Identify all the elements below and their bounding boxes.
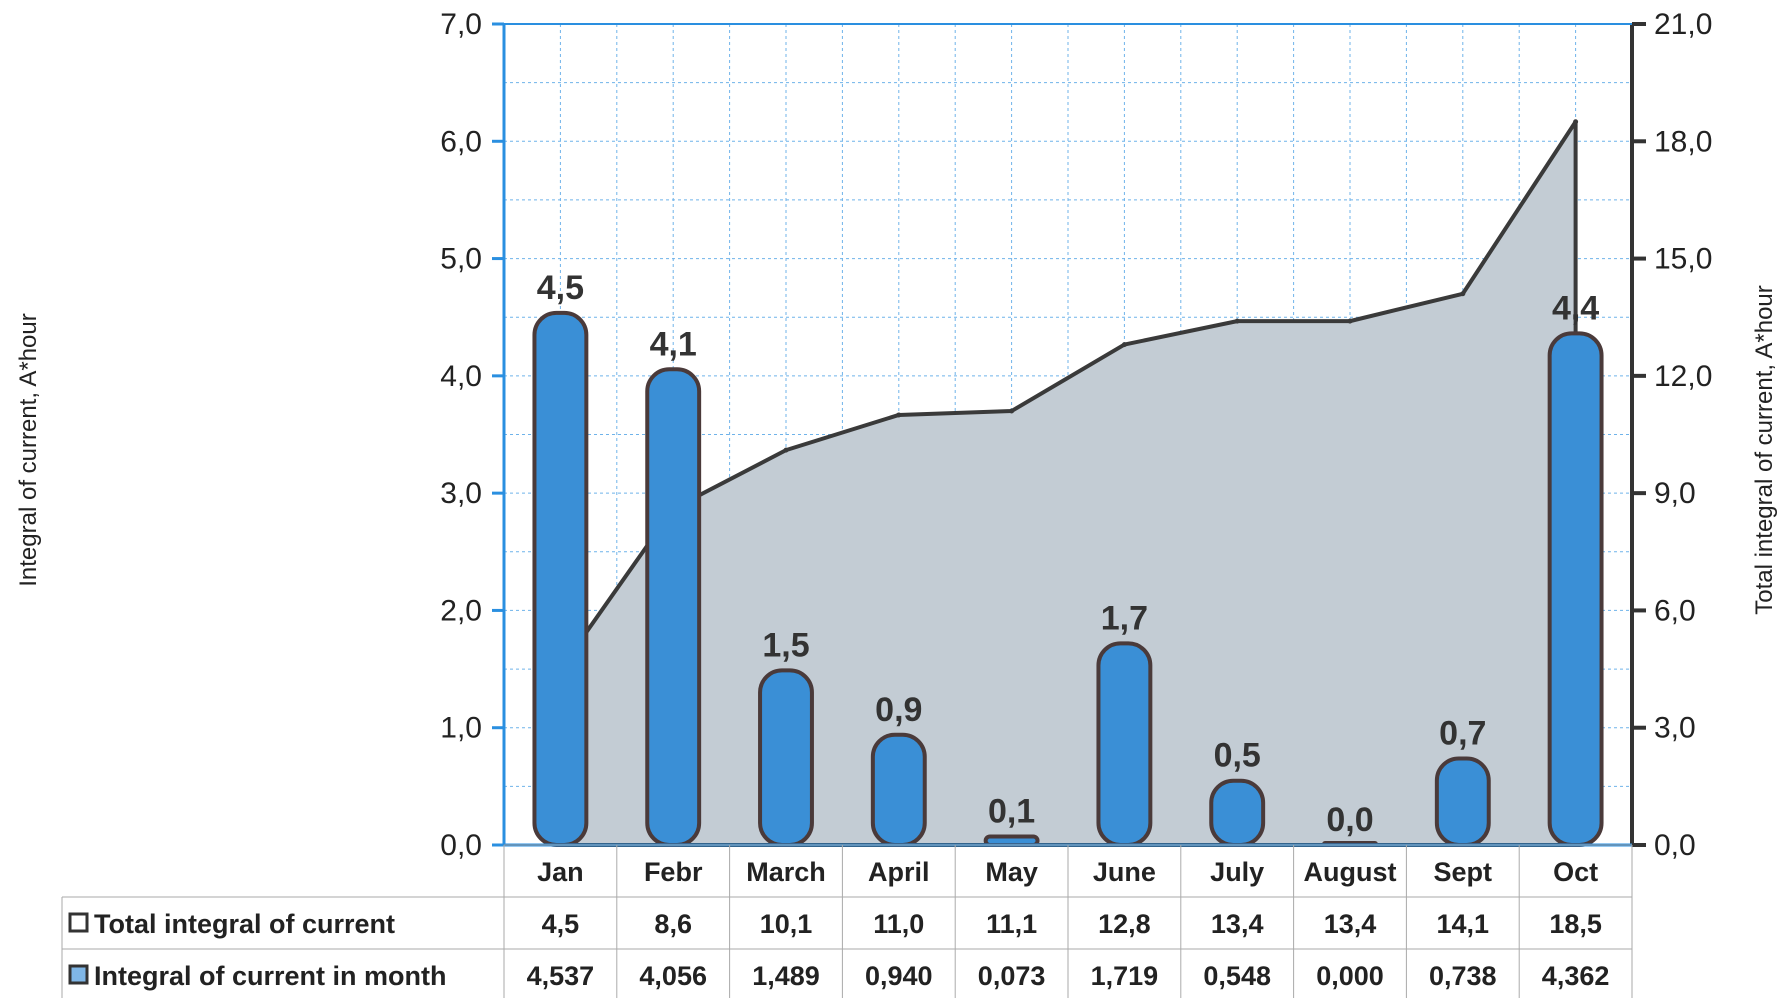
category-label: Oct xyxy=(1553,857,1598,887)
y-tick-label: 4,0 xyxy=(440,360,482,393)
table-cell-value: 10,1 xyxy=(760,909,813,939)
legend-swatch xyxy=(68,912,89,933)
bar-data-label: 0,7 xyxy=(1439,714,1486,752)
month-bar xyxy=(758,668,814,847)
table-cell-value: 1,489 xyxy=(752,961,820,991)
table-cell-value: 0,738 xyxy=(1429,961,1497,991)
table-cell-value: 4,056 xyxy=(639,961,707,991)
category-label: Febr xyxy=(644,857,703,887)
table-cell-value: 4,5 xyxy=(542,909,580,939)
y-tick-label: 5,0 xyxy=(440,243,482,276)
category-label: August xyxy=(1304,857,1397,887)
table-cell-value: 13,4 xyxy=(1324,909,1377,939)
y2-tick-label: 21,0 xyxy=(1654,8,1712,41)
y-tick-label: 3,0 xyxy=(440,477,482,510)
total-point xyxy=(1573,119,1579,125)
total-point xyxy=(1234,318,1240,324)
table-cell-value: 11,0 xyxy=(873,909,924,939)
bar-data-label: 0,1 xyxy=(988,792,1035,830)
month-bar xyxy=(870,732,927,847)
legend-series-name: Total integral of current xyxy=(94,909,395,939)
bar-data-label: 4,4 xyxy=(1552,289,1599,327)
table-cell-value: 0,940 xyxy=(865,961,933,991)
bar-data-label: 1,5 xyxy=(762,626,809,664)
total-point xyxy=(1460,291,1466,297)
category-label: Jan xyxy=(537,857,584,887)
bar-data-label: 0,5 xyxy=(1214,737,1261,775)
month-bar xyxy=(1209,778,1266,847)
month-bar xyxy=(532,310,589,848)
table-cell-value: 13,4 xyxy=(1211,909,1264,939)
table-cell-value: 0,000 xyxy=(1316,961,1384,991)
table-cell-value: 0,073 xyxy=(978,961,1046,991)
total-point xyxy=(896,412,902,418)
data-labels: 4,5 4,1 1,5 0,9 0,1 1,7 0,5 0,0 0,7 4,4 xyxy=(537,269,1600,839)
table-cell-value: 0,548 xyxy=(1203,961,1271,991)
month-bar xyxy=(1547,331,1604,847)
total-point xyxy=(1009,408,1015,414)
y-axis-title: Integral of current, A*hour xyxy=(15,313,42,587)
y2-tick-label: 0,0 xyxy=(1654,829,1696,862)
axes: 0,0 1,0 2,0 3,0 4,0 5,0 6,0 7,0 0,0 3,0 6,0 9,0 12,0… xyxy=(440,8,1712,862)
y-tick-label: 6,0 xyxy=(440,125,482,158)
data-table: Jan Febr March April May June July August Sept Oc… xyxy=(61,844,1633,998)
bar-data-label: 0,9 xyxy=(875,691,922,729)
y-tick-label: 2,0 xyxy=(440,594,482,627)
legend-series-name: Integral of current in month xyxy=(94,961,447,991)
y-tick-label: 7,0 xyxy=(440,8,482,41)
y2-axis-title: Total integral of current, A*hour xyxy=(1751,285,1778,615)
category-label: March xyxy=(746,857,826,887)
total-point xyxy=(1121,342,1127,348)
monthly-bars-layer xyxy=(532,310,1604,848)
legend-swatch xyxy=(68,964,89,985)
table-cell-value: 18,5 xyxy=(1549,909,1602,939)
table-cell-value: 8,6 xyxy=(654,909,692,939)
table-cell-value: 11,1 xyxy=(986,909,1037,939)
bar-data-label: 4,5 xyxy=(537,269,584,307)
month-bar xyxy=(1434,756,1491,847)
month-bar xyxy=(1096,641,1153,847)
y2-tick-label: 9,0 xyxy=(1654,477,1696,510)
category-label: Sept xyxy=(1434,857,1493,887)
table-cell-value: 12,8 xyxy=(1098,909,1151,939)
y2-tick-label: 6,0 xyxy=(1654,594,1696,627)
y-tick-label: 1,0 xyxy=(440,712,482,745)
category-label: July xyxy=(1210,857,1264,887)
table-cell-value: 4,537 xyxy=(527,961,595,991)
total-point xyxy=(1347,318,1353,324)
category-label: June xyxy=(1093,857,1156,887)
bar-data-label: 4,1 xyxy=(650,325,697,363)
table-cell-value: 1,719 xyxy=(1091,961,1159,991)
y-tick-label: 0,0 xyxy=(440,829,482,862)
y2-tick-label: 18,0 xyxy=(1654,125,1712,158)
bar-data-label: 0,0 xyxy=(1326,801,1373,839)
y2-tick-label: 3,0 xyxy=(1654,712,1696,745)
total-point xyxy=(783,447,789,453)
bar-data-label: 1,7 xyxy=(1101,599,1148,637)
month-bar xyxy=(645,367,702,847)
category-label: April xyxy=(868,857,930,887)
y2-tick-label: 15,0 xyxy=(1654,243,1712,276)
category-label: May xyxy=(985,857,1038,887)
table-cell-value: 4,362 xyxy=(1542,961,1610,991)
table-cell-value: 14,1 xyxy=(1437,909,1490,939)
y2-tick-label: 12,0 xyxy=(1654,360,1712,393)
